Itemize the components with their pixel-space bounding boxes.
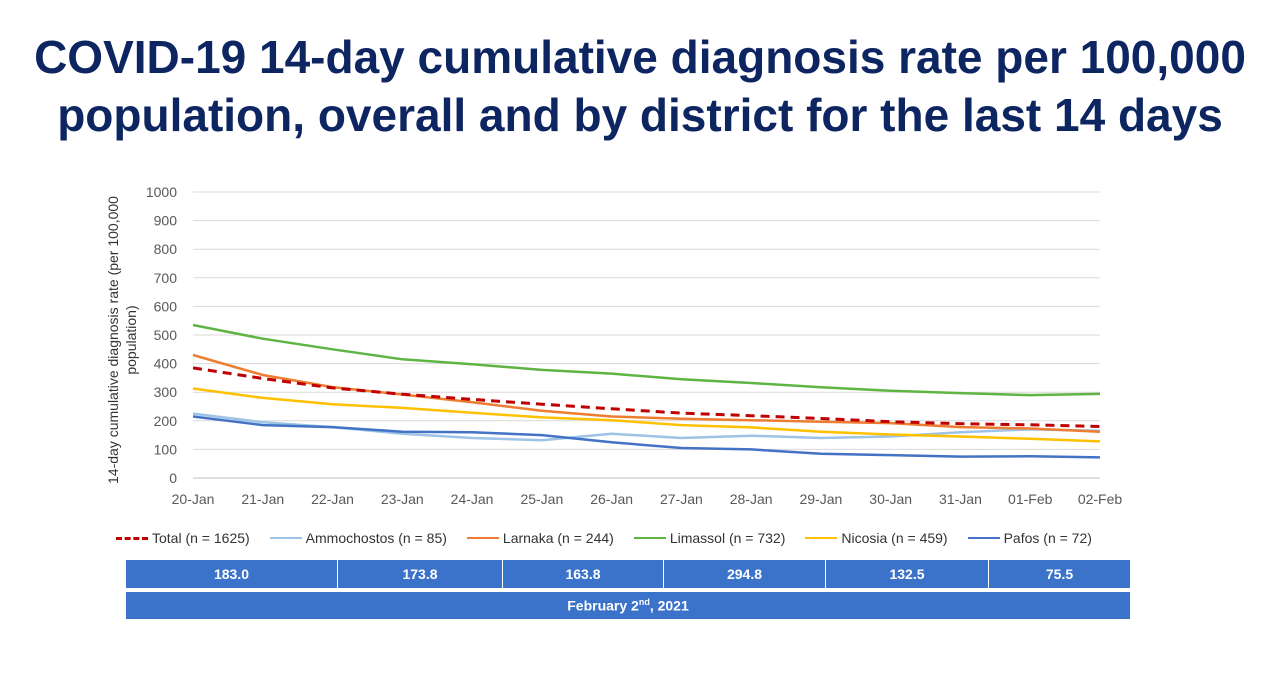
district-rate-cell: 75.5 bbox=[1045, 566, 1074, 582]
y-tick-label: 300 bbox=[154, 384, 178, 400]
legend-item: Limassol (n = 732) bbox=[633, 530, 786, 546]
y-tick-label: 1000 bbox=[146, 184, 177, 200]
legend-item: Nicosia (n = 459) bbox=[805, 530, 948, 546]
x-tick-label: 01-Feb bbox=[1008, 491, 1053, 507]
y-tick-label: 900 bbox=[154, 213, 178, 229]
y-tick-label: 100 bbox=[154, 441, 178, 457]
series-line-total bbox=[192, 366, 1101, 428]
report-date: February 2nd, 2021 bbox=[567, 597, 689, 614]
legend-item: Larnaka (n = 244) bbox=[466, 530, 614, 546]
district-rate-cell: 294.8 bbox=[664, 560, 826, 588]
chart-legend: Total (n = 1625) Ammochostos (n = 85) Larn… bbox=[116, 527, 1112, 549]
legend-item: Ammochostos (n = 85) bbox=[269, 530, 447, 546]
legend-label: Pafos (n = 72) bbox=[1003, 530, 1092, 546]
legend-label: Nicosia (n = 459) bbox=[841, 530, 948, 546]
x-tick-label: 25-Jan bbox=[520, 491, 563, 507]
y-tick-label: 0 bbox=[169, 470, 177, 486]
x-tick-label: 27-Jan bbox=[660, 491, 703, 507]
series-line-nicosia bbox=[192, 387, 1101, 443]
legend-label: Total (n = 1625) bbox=[152, 530, 250, 546]
legend-item: Pafos (n = 72) bbox=[967, 530, 1092, 546]
y-tick-label: 200 bbox=[154, 413, 178, 429]
x-tick-label: 24-Jan bbox=[451, 491, 494, 507]
legend-swatch bbox=[116, 536, 148, 540]
x-tick-label: 26-Jan bbox=[590, 491, 633, 507]
series-line-limassol bbox=[192, 323, 1101, 397]
chart-title: COVID-19 14-day cumulative diagnosis rat… bbox=[0, 28, 1280, 144]
y-axis-label: 14-day cumulative diagnosis rate (per 10… bbox=[105, 196, 139, 484]
x-tick-label: 20-Jan bbox=[172, 491, 215, 507]
district-rate-cell: 163.8 bbox=[503, 560, 664, 588]
legend-label: Limassol (n = 732) bbox=[669, 530, 786, 546]
chart-title-line-1: COVID-19 14-day cumulative diagnosis rat… bbox=[34, 31, 1246, 83]
x-tick-label: 21-Jan bbox=[241, 491, 284, 507]
district-rate-cell: 183.0 bbox=[126, 560, 338, 588]
legend-swatch bbox=[633, 537, 666, 539]
legend-swatch bbox=[805, 537, 838, 539]
y-tick-label: 400 bbox=[154, 356, 178, 372]
legend-label: Larnaka (n = 244) bbox=[502, 530, 614, 546]
legend-swatch bbox=[466, 537, 499, 539]
report-date-bar: February 2nd, 2021 bbox=[126, 592, 1130, 619]
x-tick-label: 28-Jan bbox=[730, 491, 773, 507]
x-tick-label: 02-Feb bbox=[1078, 491, 1123, 507]
x-tick-label: 30-Jan bbox=[869, 491, 912, 507]
x-tick-label: 23-Jan bbox=[381, 491, 424, 507]
legend-swatch bbox=[269, 537, 302, 539]
chart-title-line-2: population, overall and by district for … bbox=[57, 89, 1223, 141]
district-rate-cell: 173.8 bbox=[338, 560, 503, 588]
y-tick-label: 500 bbox=[154, 327, 178, 343]
district-rate-cell: 132.5 bbox=[826, 560, 989, 588]
y-tick-label: 700 bbox=[154, 270, 178, 286]
legend-item: Total (n = 1625) bbox=[116, 530, 250, 546]
legend-label: Ammochostos (n = 85) bbox=[305, 530, 447, 546]
x-tick-label: 29-Jan bbox=[800, 491, 843, 507]
y-tick-label: 800 bbox=[154, 241, 178, 257]
x-tick-label: 22-Jan bbox=[311, 491, 354, 507]
y-tick-label: 600 bbox=[154, 298, 178, 314]
series-line-pafos bbox=[192, 415, 1101, 459]
district-rate-bar: 183.0 173.8 163.8 294.8 132.5 75.5 bbox=[126, 560, 1130, 588]
x-tick-label: 31-Jan bbox=[939, 491, 982, 507]
legend-swatch bbox=[967, 537, 1000, 539]
